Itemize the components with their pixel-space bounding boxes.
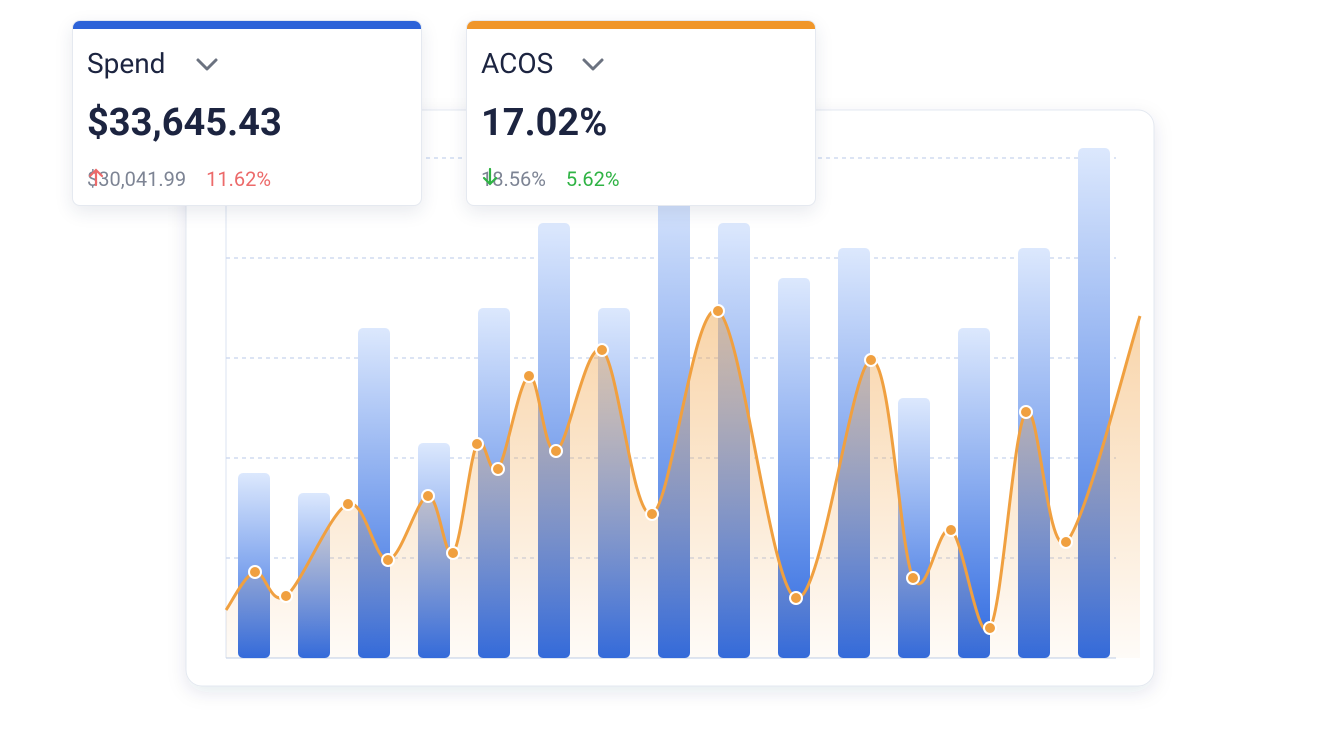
line-point xyxy=(421,489,435,503)
line-point xyxy=(1059,535,1073,549)
line-area xyxy=(226,310,1140,658)
line-point xyxy=(381,553,395,567)
card-previous: 18.56% xyxy=(481,167,546,191)
line-point xyxy=(446,546,460,560)
card-accent xyxy=(73,21,421,29)
bar xyxy=(778,278,810,658)
line-point xyxy=(789,591,803,605)
line-point xyxy=(470,437,484,451)
line-point xyxy=(864,353,878,367)
line-point xyxy=(906,571,920,585)
line-point xyxy=(711,304,725,318)
line-point xyxy=(341,497,355,511)
line-point xyxy=(279,589,293,603)
dropdown-icon[interactable] xyxy=(581,57,605,73)
line-point xyxy=(944,523,958,537)
card-value: 17.02% xyxy=(481,101,608,145)
card-change: 5.62% xyxy=(565,167,620,191)
line-point xyxy=(1019,405,1033,419)
line-point xyxy=(248,565,262,579)
card-previous: $30,041.99 xyxy=(87,167,187,191)
card-title: ACOS xyxy=(481,47,554,80)
line-point xyxy=(491,462,505,476)
card-change: 11.62% xyxy=(206,167,272,191)
line-point xyxy=(645,507,659,521)
acos-card[interactable]: ACOS 17.02% 18.56% 5.62% xyxy=(466,20,816,206)
dropdown-icon[interactable] xyxy=(195,57,219,73)
line-point xyxy=(595,343,609,357)
card-title: Spend xyxy=(87,47,166,80)
spend-card[interactable]: Spend $33,645.43 $30,041.99 11.62% xyxy=(72,20,422,206)
line-point xyxy=(983,621,997,635)
card-value: $33,645.43 xyxy=(87,101,282,145)
line-point xyxy=(549,444,563,458)
up-arrow xyxy=(88,168,104,187)
card-accent xyxy=(467,21,815,29)
line-point xyxy=(522,369,536,383)
down-arrow xyxy=(482,167,498,186)
